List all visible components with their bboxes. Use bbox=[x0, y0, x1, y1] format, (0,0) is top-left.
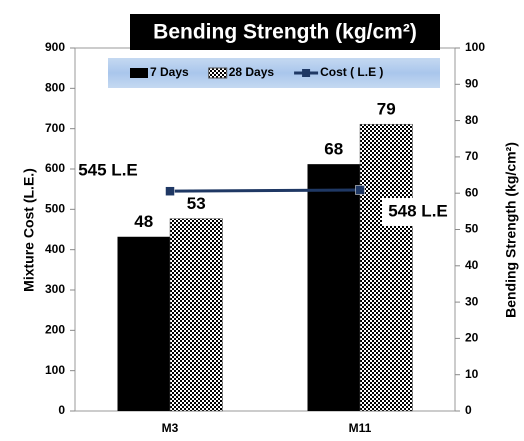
cost-marker bbox=[355, 185, 365, 195]
y2-tick-label: 100 bbox=[465, 40, 485, 54]
legend-label: 28 Days bbox=[229, 65, 275, 79]
bar-value-label: 53 bbox=[187, 194, 206, 213]
y2-tick-label: 50 bbox=[465, 222, 479, 236]
y2-tick-label: 90 bbox=[465, 76, 479, 90]
legend-swatch bbox=[208, 67, 228, 79]
legend-marker bbox=[302, 69, 311, 77]
y-tick-label: 900 bbox=[45, 40, 65, 54]
legend-label: Cost ( L.E ) bbox=[320, 65, 383, 79]
bar bbox=[307, 164, 360, 411]
legend-swatch bbox=[130, 68, 148, 78]
y-tick-label: 600 bbox=[45, 161, 65, 175]
y-tick-label: 300 bbox=[45, 282, 65, 296]
y-tick-label: 200 bbox=[45, 323, 65, 337]
bar-value-label: 48 bbox=[134, 212, 153, 231]
y2-axis-label: Bending Strength (kg/cm²) bbox=[503, 142, 519, 318]
chart-title: Bending Strength (kg/cm²) bbox=[153, 21, 417, 44]
y-axis-label: Mixture Cost (L.E.) bbox=[21, 168, 37, 292]
title-box bbox=[130, 14, 440, 50]
bar bbox=[169, 218, 223, 412]
y-tick-label: 0 bbox=[58, 403, 65, 417]
y2-tick-label: 0 bbox=[465, 403, 472, 417]
bar-value-label: 79 bbox=[377, 100, 396, 119]
legend-box bbox=[108, 58, 440, 88]
y-tick-label: 800 bbox=[45, 81, 65, 95]
y2-tick-label: 40 bbox=[465, 258, 479, 272]
y-tick-label: 400 bbox=[45, 242, 65, 256]
cost-value-label: 545 L.E bbox=[78, 161, 138, 180]
cost-label-box bbox=[382, 197, 454, 226]
y2-tick-label: 70 bbox=[465, 149, 479, 163]
cost-line bbox=[169, 188, 361, 193]
bar bbox=[117, 236, 170, 411]
cost-value-label: 548 L.E bbox=[388, 201, 448, 220]
y-tick-label: 100 bbox=[45, 363, 65, 377]
y2-tick-label: 10 bbox=[465, 367, 479, 381]
y-tick-label: 700 bbox=[45, 121, 65, 135]
y2-tick-label: 30 bbox=[465, 294, 479, 308]
bar bbox=[359, 123, 413, 412]
cost-marker bbox=[165, 186, 175, 196]
y2-tick-label: 60 bbox=[465, 185, 479, 199]
y-tick-label: 500 bbox=[45, 202, 65, 216]
y2-tick-label: 80 bbox=[465, 113, 479, 127]
legend-label: 7 Days bbox=[150, 65, 189, 79]
x-tick-label: M3 bbox=[162, 421, 179, 435]
y2-tick-label: 20 bbox=[465, 331, 479, 345]
x-tick-label: M11 bbox=[349, 421, 372, 435]
bar-value-label: 68 bbox=[324, 140, 343, 159]
